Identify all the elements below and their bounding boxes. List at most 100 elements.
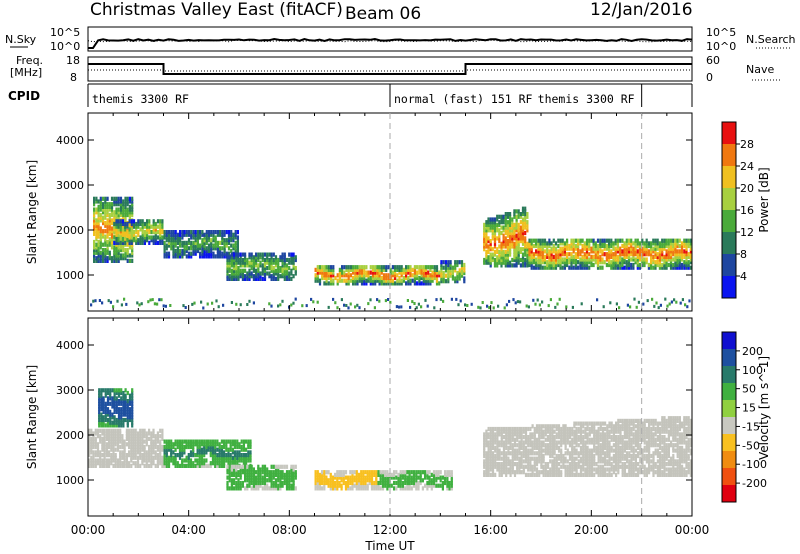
heatmap-cell [314,278,317,283]
heatmap-cell [141,442,144,447]
heatmap-cell [579,241,582,246]
heatmap-cell [515,214,518,219]
heatmap-cell [321,478,324,483]
heatmap-cell [590,464,594,469]
heatmap-cell [511,459,514,464]
heatmap-cell [593,462,596,467]
heatmap-cell [605,243,608,249]
heatmap-cell [524,432,528,437]
heatmap-cell [338,483,341,488]
heatmap-cell [283,252,286,257]
heatmap-cell [577,249,580,254]
heatmap-cell [124,207,127,212]
heatmap-cell [242,455,245,460]
heatmap-cell [369,265,372,270]
heatmap-cell [159,439,162,444]
heatmap-cell [221,230,224,235]
heatmap-cell [555,462,558,467]
heatmap-cell [412,478,416,483]
heatmap-cell [676,265,679,270]
heatmap-cell [156,431,159,436]
heatmap-cell [316,270,319,275]
heatmap-cell [199,251,202,256]
heatmap-cell [143,240,146,245]
heatmap-cell [106,258,109,263]
heatmap-cell [214,447,217,452]
heatmap-cell [535,424,539,429]
heatmap-cell [496,456,499,461]
heatmap-cell [513,244,516,249]
heatmap-cell [214,254,217,259]
heatmap-cell [277,260,280,265]
heatmap-cell [194,453,197,458]
heatmap-cell [570,241,573,246]
heatmap-cell [504,222,507,227]
heatmap-cell [327,305,330,309]
heatmap-cell [496,426,499,432]
heatmap-cell [181,447,184,452]
heatmap-cell [537,241,540,246]
heatmap-cell [586,426,589,432]
heatmap-cell [352,270,355,275]
heatmap-cell [93,250,96,255]
heatmap-cell [270,257,273,263]
heatmap-cell [261,486,264,491]
heatmap-cell [105,453,108,458]
heatmap-cell [493,222,497,227]
heatmap-cell [124,232,127,237]
heatmap-cell [196,243,199,248]
heatmap-cell [608,448,611,453]
heatmap-cell [225,458,228,463]
heatmap-cell [205,458,208,463]
heatmap-cell [110,218,114,223]
heatmap-cell [239,257,242,263]
heatmap-cell [230,271,233,276]
heatmap-cell [516,451,519,456]
heatmap-cell [154,434,157,439]
heatmap-cell [134,455,137,460]
heatmap-cell [415,472,418,477]
heatmap-cell [638,246,642,251]
heatmap-cell [185,248,188,254]
heatmap-cell [592,257,595,262]
heatmap-cell [365,273,368,278]
heatmap-cell [109,417,112,423]
heatmap-cell [121,227,125,232]
heatmap-cell [509,239,512,244]
heatmap-cell [200,439,204,444]
heatmap-cell [384,478,387,483]
heatmap-cell [93,202,96,207]
heatmap-cell [105,447,108,452]
heatmap-cell [154,221,157,227]
heatmap-cell [583,265,586,270]
heatmap-cell [146,221,149,227]
heatmap-cell [347,475,350,480]
heatmap-cell [159,219,162,224]
heatmap-cell [93,215,96,220]
heatmap-cell [121,450,124,455]
heatmap-cell [134,442,137,447]
heatmap-cell [281,268,284,273]
heatmap-cell [526,225,529,230]
heatmap-cell [641,260,644,265]
heatmap-cell [94,442,97,447]
heatmap-cell [583,246,586,251]
heatmap-cell [389,281,392,286]
heatmap-cell [608,459,611,464]
heatmap-cell [533,440,536,445]
heatmap-cell [113,240,116,245]
heatmap-cell [432,478,436,483]
heatmap-cell [588,464,591,469]
heatmap-cell [205,230,208,235]
heatmap-cell [571,443,574,448]
heatmap-cell [420,275,423,281]
heatmap-cell [158,298,161,302]
heatmap-cell [111,412,114,417]
heatmap-cell [535,252,538,257]
heatmap-cell [165,455,168,460]
heatmap-cell [336,478,339,483]
heatmap-cell [568,470,572,475]
heatmap-cell [148,463,151,468]
heatmap-cell [574,262,577,268]
heatmap-cell [252,470,255,475]
